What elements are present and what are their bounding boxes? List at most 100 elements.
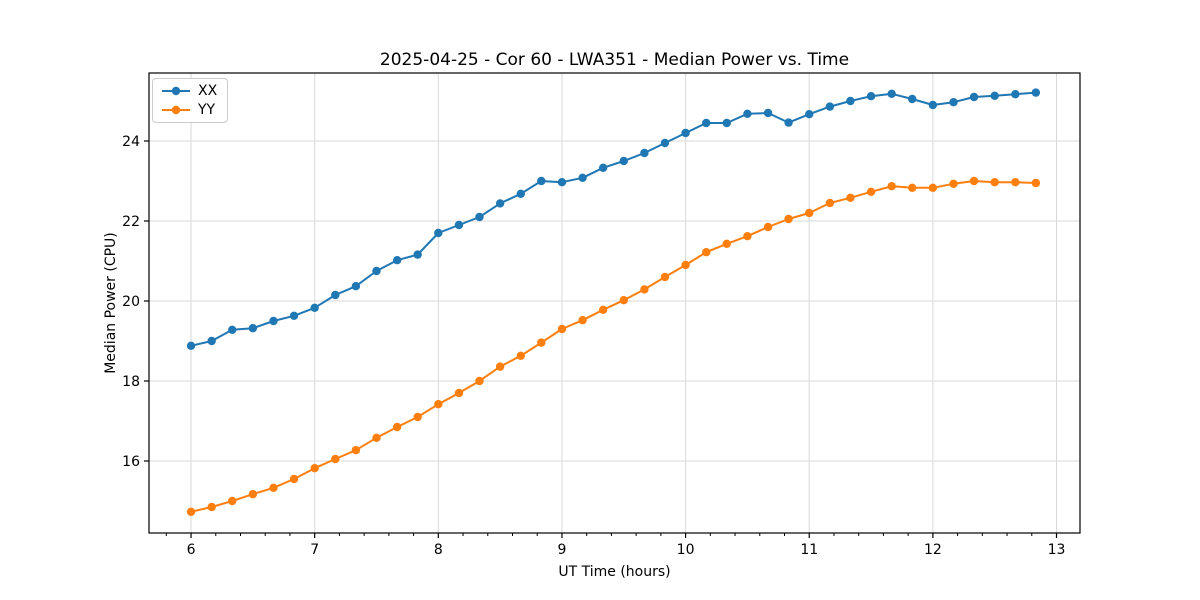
series-yy-marker <box>269 483 278 492</box>
series-yy-marker <box>743 232 752 241</box>
series-xx-marker <box>454 220 464 230</box>
series-xx-marker <box>846 96 855 106</box>
x-axis-label: UT Time (hours) <box>558 564 671 580</box>
y-tick-label: 18 <box>122 374 140 390</box>
series-xx-marker <box>228 325 237 334</box>
series-xx-marker <box>763 108 773 118</box>
plot-border <box>148 72 1081 534</box>
series-xx-marker <box>969 92 979 102</box>
y-axis-label: Median Power (CPU) <box>103 232 119 374</box>
series-xx-marker <box>990 91 999 101</box>
series-xx-marker <box>248 324 258 333</box>
series-yy-marker <box>1031 178 1041 188</box>
series-xx-marker <box>434 228 443 238</box>
x-tick-label: 12 <box>924 542 942 558</box>
series-yy-marker <box>969 176 979 186</box>
series-xx-marker <box>825 102 835 111</box>
series-yy-marker <box>331 454 340 464</box>
series-xx-marker <box>495 199 505 208</box>
series-xx-marker <box>722 118 731 128</box>
series-xx-marker <box>269 316 278 326</box>
y-tick-label: 16 <box>122 454 140 470</box>
y-tick-label: 22 <box>122 214 140 230</box>
series-xx-marker <box>331 290 340 300</box>
series-xx-marker <box>310 303 319 312</box>
series-yy-marker <box>413 412 422 422</box>
series-yy-marker <box>351 446 361 455</box>
series-xx-marker <box>578 173 587 182</box>
x-tick-label: 7 <box>310 542 319 558</box>
series-xx-marker <box>928 100 938 110</box>
series-xx-marker <box>351 282 361 291</box>
series-xx-marker <box>207 336 216 346</box>
series-xx-marker <box>372 266 381 276</box>
legend-item-yy: YY <box>161 103 217 117</box>
series-yy-marker <box>825 198 835 208</box>
series-xx-marker <box>681 128 690 138</box>
series-xx-marker <box>784 118 793 127</box>
legend-line-sample-xx <box>162 86 190 96</box>
series-yy-line <box>190 180 1036 513</box>
series-yy-marker <box>619 296 628 305</box>
series-yy-marker <box>454 388 464 398</box>
series-yy-marker <box>784 214 793 224</box>
series-xx-marker <box>619 156 628 166</box>
series-xx-marker <box>1031 88 1041 97</box>
series-xx-marker <box>392 256 402 265</box>
series-xx-marker <box>516 189 525 198</box>
series-yy-marker <box>310 464 319 473</box>
series-xx-marker <box>805 110 814 119</box>
series-yy-marker <box>557 324 567 334</box>
x-tick-label: 13 <box>1048 542 1066 558</box>
legend-label-yy: YY <box>198 102 216 118</box>
series-yy-marker <box>372 433 381 442</box>
legend-line-sample-yy <box>162 105 190 115</box>
series-yy-marker <box>640 285 649 294</box>
series-xx-marker <box>557 178 567 187</box>
series-yy-marker <box>495 362 505 371</box>
y-tick-label: 24 <box>122 134 140 150</box>
series-xx-marker <box>186 341 196 350</box>
series-yy-marker <box>722 239 731 248</box>
chart-title: 2025-04-25 - Cor 60 - LWA351 - Median Po… <box>379 50 850 70</box>
legend: XX YY <box>152 78 229 123</box>
series-xx-marker <box>413 250 422 259</box>
series-yy-marker <box>866 187 876 196</box>
series-yy-marker <box>928 183 938 192</box>
series-xx-marker <box>537 176 546 186</box>
x-tick-label: 6 <box>187 542 196 558</box>
series-yy-marker <box>887 182 896 191</box>
series-xx-marker <box>702 118 711 128</box>
legend-label-xx: XX <box>198 83 218 99</box>
series-yy-marker <box>186 507 196 516</box>
series-yy-marker <box>289 474 299 484</box>
series-yy-marker <box>578 316 587 325</box>
series-xx-marker <box>866 92 876 101</box>
series-yy-marker <box>537 338 546 347</box>
series-yy-marker <box>516 351 525 360</box>
legend-item-xx: XX <box>161 84 217 98</box>
x-tick-label: 8 <box>434 542 443 558</box>
series-yy-marker <box>207 502 216 512</box>
series-yy-marker <box>846 193 855 202</box>
series-yy-marker <box>805 208 814 218</box>
series-yy-marker <box>681 260 690 270</box>
y-tick-label: 20 <box>122 294 140 310</box>
series-yy-marker <box>475 376 484 386</box>
series-xx-marker <box>640 148 649 158</box>
series-yy-marker <box>763 222 773 232</box>
series-xx-marker <box>908 94 917 104</box>
series-yy-marker <box>392 422 402 432</box>
series-yy-marker <box>702 248 711 257</box>
series-xx-marker <box>1011 90 1020 99</box>
series-xx-marker <box>475 212 484 222</box>
series-yy-marker <box>598 305 608 314</box>
series-xx-marker <box>743 109 752 119</box>
series-xx-marker <box>887 89 896 99</box>
series-yy-marker <box>434 400 443 409</box>
series-yy-marker <box>949 179 958 188</box>
series-yy-marker <box>248 490 258 499</box>
x-tick-label: 9 <box>557 542 566 558</box>
